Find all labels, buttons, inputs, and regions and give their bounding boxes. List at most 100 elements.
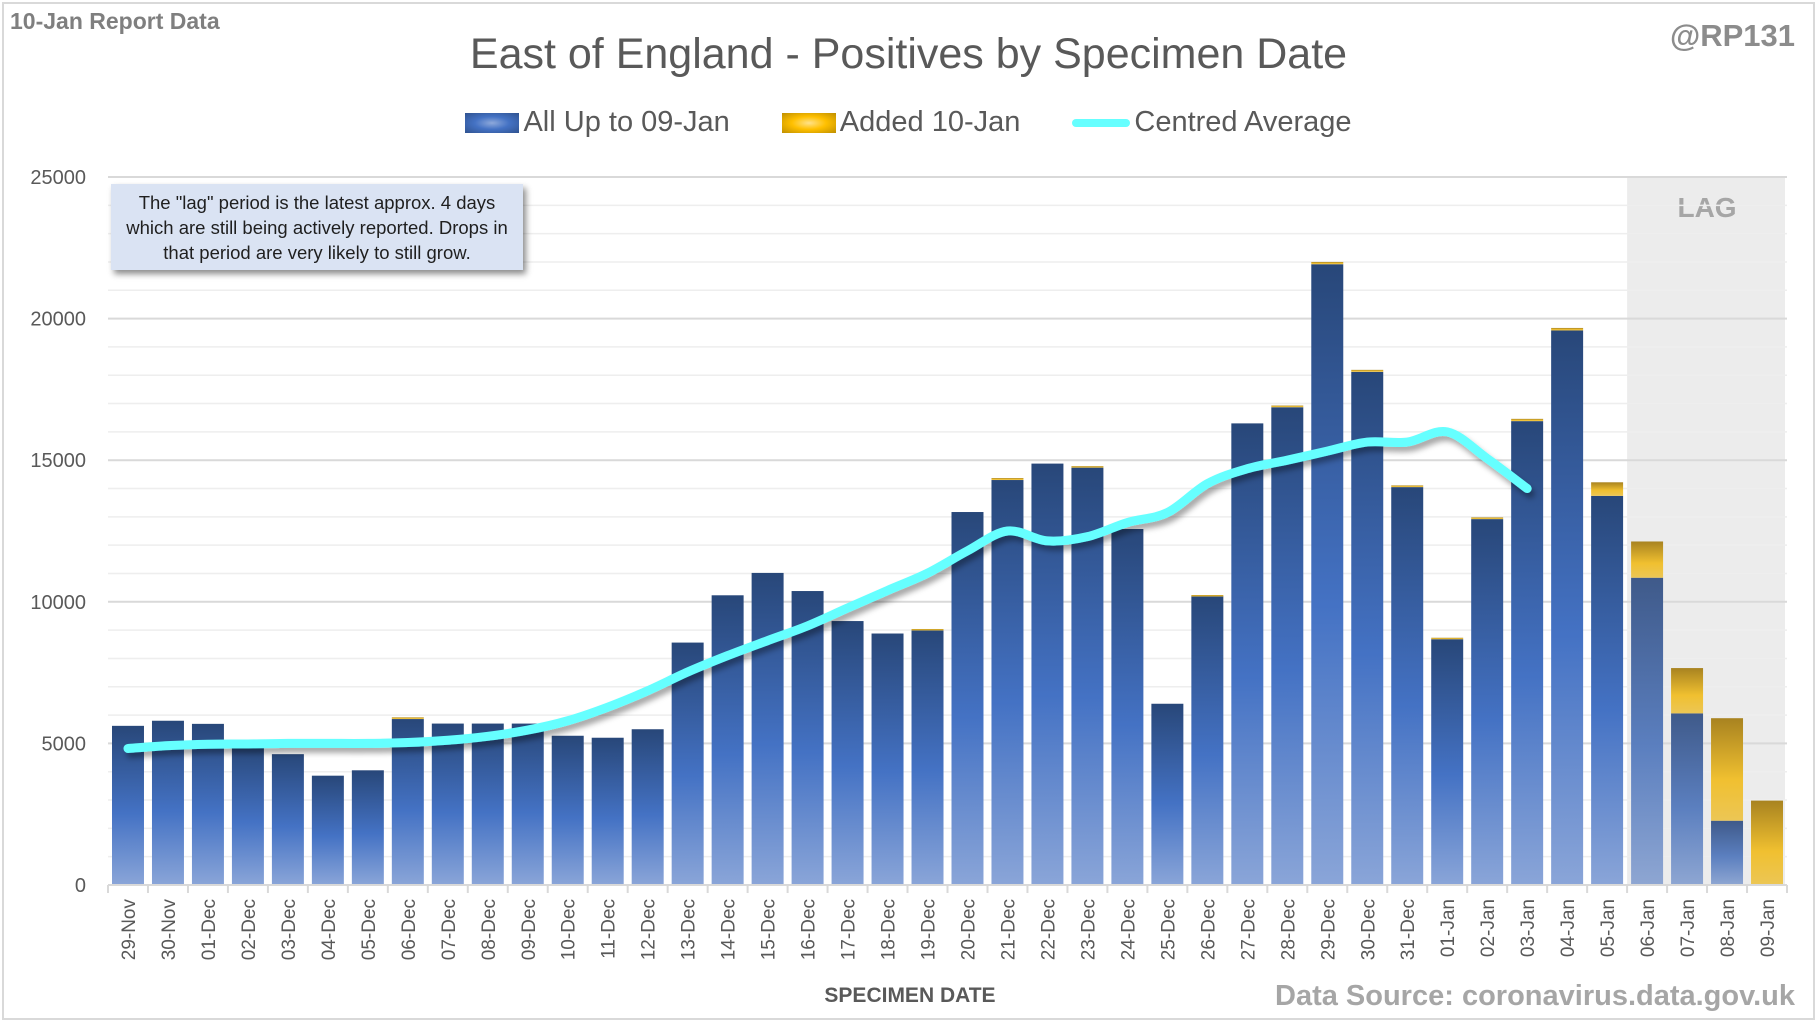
bar-added-10-jan xyxy=(1431,637,1464,640)
bar-all-up-to-09-jan xyxy=(711,595,744,885)
x-tick-label: 15-Dec xyxy=(759,899,780,960)
bar-all-up-to-09-jan xyxy=(911,630,944,885)
bar-all-up-to-09-jan xyxy=(1351,371,1384,885)
lag-annotation-note: The "lag" period is the latest approx. 4… xyxy=(111,184,523,270)
bar-all-up-to-09-jan xyxy=(471,723,504,885)
bar-all-up-to-09-jan xyxy=(951,512,984,885)
x-tick-label: 08-Dec xyxy=(479,899,500,960)
bar-all-up-to-09-jan xyxy=(1551,330,1584,885)
bar-added-10-jan xyxy=(1271,405,1304,408)
bar-all-up-to-09-jan xyxy=(591,737,624,885)
bar-all-up-to-09-jan xyxy=(271,754,304,885)
x-tick-label: 01-Jan xyxy=(1438,899,1459,957)
x-tick-label: 06-Dec xyxy=(399,899,420,960)
x-tick-label: 03-Jan xyxy=(1518,899,1539,957)
x-tick-label: 20-Dec xyxy=(958,899,979,960)
bar-all-up-to-09-jan xyxy=(671,642,704,885)
bar-all-up-to-09-jan xyxy=(1231,423,1264,885)
bar-all-up-to-09-jan xyxy=(751,572,784,885)
x-tick-label: 30-Nov xyxy=(159,899,180,961)
legend-label: Centred Average xyxy=(1134,106,1352,138)
x-tick-label: 10-Dec xyxy=(559,899,580,960)
legend-swatch-gold-icon xyxy=(781,112,836,133)
bar-all-up-to-09-jan xyxy=(1391,487,1424,885)
x-tick-label: 09-Jan xyxy=(1758,899,1779,957)
bar-all-up-to-09-jan xyxy=(1511,421,1544,885)
bar-added-10-jan xyxy=(1631,541,1664,578)
data-source-label: Data Source: coronavirus.data.gov.uk xyxy=(1275,980,1795,1012)
bar-added-10-jan xyxy=(991,478,1024,481)
bar-all-up-to-09-jan xyxy=(311,775,344,885)
x-axis-title: SPECIMEN DATE xyxy=(824,984,996,1007)
bar-all-up-to-09-jan xyxy=(1311,264,1344,885)
legend-line-cyan-icon xyxy=(1072,118,1131,127)
x-tick-label: 02-Dec xyxy=(239,899,260,960)
y-tick-label: 0 xyxy=(75,875,86,897)
bar-all-up-to-09-jan xyxy=(1191,596,1224,885)
x-tick-label: 22-Dec xyxy=(1038,899,1059,960)
bar-all-up-to-09-jan xyxy=(1031,463,1064,885)
bar-all-up-to-09-jan xyxy=(1151,703,1184,885)
bar-added-10-jan xyxy=(1671,668,1704,714)
bar-all-up-to-09-jan xyxy=(1671,713,1704,885)
x-tick-label: 11-Dec xyxy=(599,899,620,959)
x-tick-label: 29-Nov xyxy=(119,899,140,961)
bar-added-10-jan xyxy=(911,628,944,631)
bar-added-10-jan xyxy=(391,717,424,720)
legend: All Up to 09-Jan Added 10-Jan Centred Av… xyxy=(0,106,1817,139)
x-tick-label: 27-Dec xyxy=(1238,899,1259,960)
bar-all-up-to-09-jan xyxy=(511,723,544,885)
bar-added-10-jan xyxy=(1751,800,1784,885)
centred-average-line xyxy=(123,426,1532,753)
bar-all-up-to-09-jan xyxy=(831,621,864,885)
bar-added-10-jan xyxy=(1591,482,1624,496)
y-tick-label: 5000 xyxy=(42,733,87,755)
x-tick-label: 29-Dec xyxy=(1318,899,1339,960)
author-handle: @RP131 xyxy=(1669,18,1795,53)
y-tick-label: 10000 xyxy=(30,592,86,614)
legend-label: Added 10-Jan xyxy=(839,106,1021,138)
x-tick-label: 01-Dec xyxy=(199,899,220,960)
chart-title: East of England - Positives by Specimen … xyxy=(469,30,1348,78)
x-tick-label: 06-Jan xyxy=(1638,899,1659,957)
x-tick-label: 16-Dec xyxy=(799,899,820,960)
x-tick-label: 18-Dec xyxy=(879,899,900,960)
bar-added-10-jan xyxy=(1311,261,1344,265)
x-tick-label: 21-Dec xyxy=(998,899,1019,960)
bar-added-10-jan xyxy=(1511,418,1544,422)
x-tick-label: 04-Dec xyxy=(319,899,340,960)
x-tick-label: 12-Dec xyxy=(639,899,660,960)
x-tick-label: 02-Jan xyxy=(1478,899,1499,957)
bar-all-up-to-09-jan xyxy=(991,480,1024,885)
lag-label: LAG xyxy=(1677,192,1736,223)
bar-added-10-jan xyxy=(1351,369,1384,372)
legend-swatch-blue-icon xyxy=(465,112,520,133)
x-tick-label: 05-Dec xyxy=(359,899,380,960)
x-tick-label: 09-Dec xyxy=(519,899,540,960)
x-tick-label: 03-Dec xyxy=(279,899,300,960)
bar-all-up-to-09-jan xyxy=(1711,820,1744,885)
x-tick-label: 04-Jan xyxy=(1558,899,1579,957)
legend-item-centred-average[interactable]: Centred Average xyxy=(1072,106,1352,139)
x-tick-label: 13-Dec xyxy=(679,899,700,960)
bar-all-up-to-09-jan xyxy=(791,591,824,885)
bar-all-up-to-09-jan xyxy=(871,633,904,885)
bar-added-10-jan xyxy=(1471,517,1504,520)
x-tick-label: 14-Dec xyxy=(719,899,740,960)
bar-all-up-to-09-jan xyxy=(191,723,224,885)
x-tick-label: 17-Dec xyxy=(839,899,860,960)
bar-all-up-to-09-jan xyxy=(1271,407,1304,885)
bar-all-up-to-09-jan xyxy=(1431,639,1464,885)
x-tick-label: 07-Dec xyxy=(439,899,460,960)
bar-added-10-jan xyxy=(1711,718,1744,821)
x-tick-label: 30-Dec xyxy=(1358,899,1379,960)
legend-item-added[interactable]: Added 10-Jan xyxy=(781,106,1021,139)
x-tick-label: 05-Jan xyxy=(1598,899,1619,957)
x-tick-label: 25-Dec xyxy=(1158,899,1179,960)
x-tick-label: 28-Dec xyxy=(1278,899,1299,960)
x-tick-label: 24-Dec xyxy=(1118,899,1139,960)
bar-added-10-jan xyxy=(1391,485,1424,488)
legend-item-all-up-to[interactable]: All Up to 09-Jan xyxy=(465,106,730,139)
bar-all-up-to-09-jan xyxy=(431,723,464,885)
